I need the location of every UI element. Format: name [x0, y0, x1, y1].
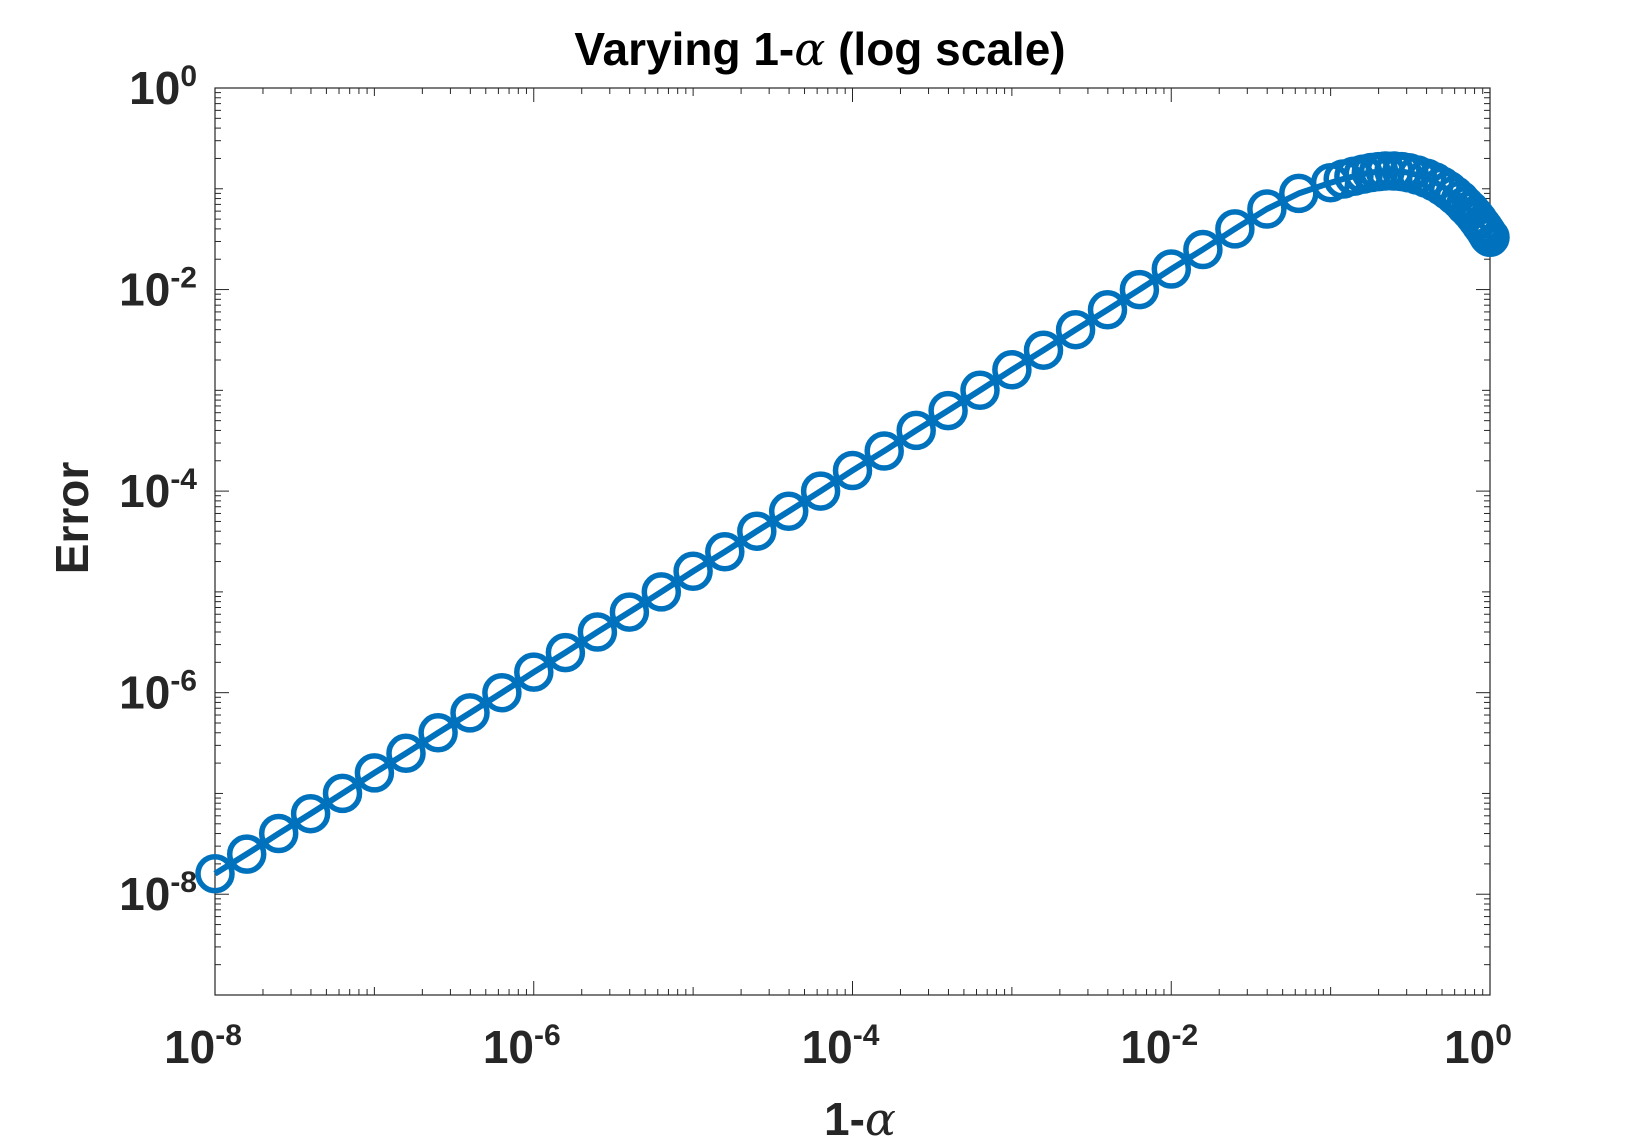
x-tick-label-exponent: -8 [215, 1019, 242, 1052]
x-tick-label-base: 10 [1444, 1021, 1495, 1073]
data-point [609, 592, 650, 632]
data-point [705, 532, 745, 572]
y-tick-label: 100 [129, 60, 197, 114]
x-tick-label-base: 10 [1120, 1021, 1171, 1073]
data-point [482, 672, 522, 713]
data-point [1023, 330, 1064, 370]
data-point [386, 733, 426, 774]
data-point [1151, 249, 1192, 289]
data-point [1119, 269, 1160, 310]
x-tick-label: 10-8 [164, 1019, 242, 1073]
data-point [641, 572, 682, 612]
x-tick-label-exponent: -6 [534, 1019, 561, 1052]
y-tick-label-base: 10 [129, 62, 180, 114]
x-tick-label-base: 10 [802, 1021, 853, 1073]
y-tick-label-base: 10 [119, 868, 170, 920]
data-point [896, 410, 936, 451]
data-point [290, 793, 331, 834]
data-point [832, 450, 873, 491]
data-point [195, 853, 235, 894]
chart-title-symbol: α [794, 22, 825, 76]
data-point [1247, 189, 1287, 229]
data-point [577, 612, 618, 652]
data-point [450, 693, 490, 733]
data-point [960, 370, 1000, 411]
data-point [418, 713, 458, 753]
x-tick-label-exponent: -2 [1171, 1019, 1198, 1052]
x-tick-label-base: 10 [483, 1021, 534, 1073]
data-point [768, 491, 809, 532]
y-tick-label-exponent: -8 [170, 866, 197, 899]
x-tick-label-exponent: 0 [1495, 1019, 1512, 1052]
data-point [226, 834, 267, 874]
y-tick-label-exponent: 0 [180, 60, 197, 93]
data-point [545, 632, 586, 673]
y-axis-label: Error [46, 462, 98, 575]
x-tick-label: 100 [1444, 1019, 1512, 1073]
x-tick-label-exponent: -4 [853, 1019, 880, 1052]
y-tick-label-exponent: -2 [170, 262, 197, 295]
data-point [1470, 217, 1510, 258]
data-point [992, 350, 1032, 390]
y-tick-label: 10-2 [119, 262, 197, 316]
x-tick-label: 10-6 [483, 1019, 561, 1073]
data-point [673, 551, 713, 592]
data-point [864, 431, 904, 471]
chart-title: Varying 1-α (log scale) [574, 22, 1065, 76]
data-point [800, 471, 841, 511]
x-axis-label-symbol: α [865, 1092, 896, 1140]
data-point [354, 753, 395, 793]
y-tick-label-exponent: -4 [170, 463, 197, 496]
chart-title-prefix: Varying 1- [574, 23, 794, 75]
y-tick-label-exponent: -6 [170, 665, 197, 698]
y-tick-label-base: 10 [119, 667, 170, 719]
x-axis-label: 1-α [824, 1092, 896, 1140]
data-point [1055, 309, 1096, 350]
y-tick-label-base: 10 [119, 465, 170, 517]
data-point [1183, 229, 1223, 270]
data-point [514, 652, 554, 692]
data-point [928, 390, 968, 431]
x-tick-label: 10-4 [802, 1019, 880, 1073]
data-point [1215, 209, 1255, 249]
x-tick-label: 10-2 [1120, 1019, 1198, 1073]
x-axis-label-prefix: 1- [824, 1093, 865, 1140]
data-point [322, 773, 363, 814]
x-tick-label-base: 10 [164, 1021, 215, 1073]
y-tick-label: 10-8 [119, 866, 197, 920]
y-tick-label-base: 10 [119, 264, 170, 316]
data-point [258, 813, 299, 854]
data-point [1087, 290, 1128, 330]
chart-title-suffix: (log scale) [825, 23, 1065, 75]
y-tick-label: 10-6 [119, 665, 197, 719]
y-tick-label: 10-4 [119, 463, 197, 517]
data-point [737, 511, 777, 551]
axes-box [214, 87, 1491, 996]
